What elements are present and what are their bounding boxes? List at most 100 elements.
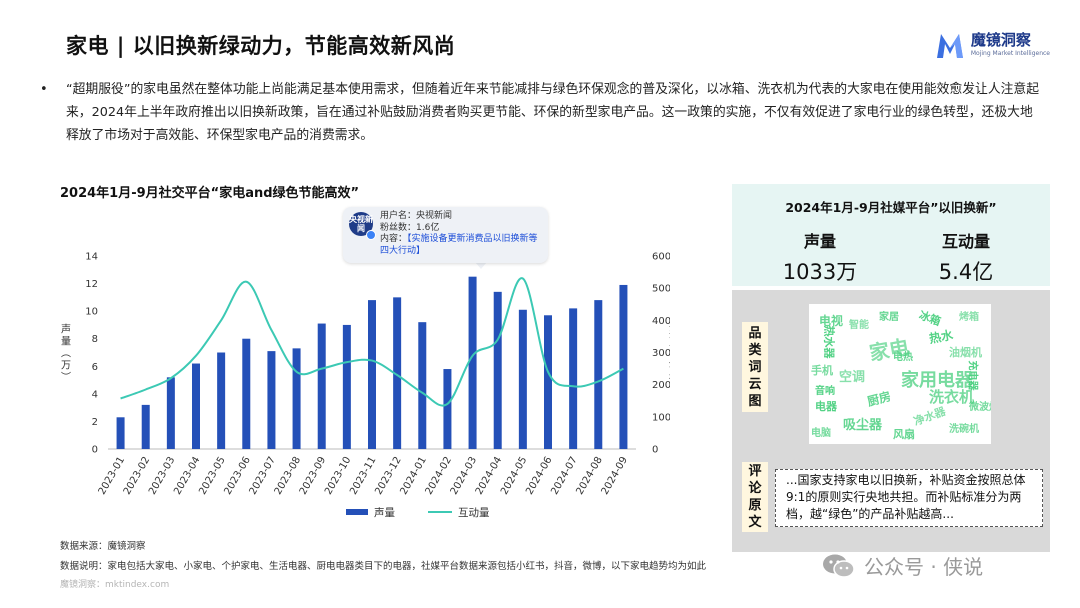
tooltip-pointer: [475, 262, 487, 269]
cloud-word: 热水器: [822, 325, 836, 359]
word-cloud-label-char: 词: [748, 359, 762, 375]
comment-label-char: 原: [748, 498, 762, 513]
y-right-axis-label: 互动量︵万︶: [669, 318, 670, 390]
y-right-tick-label: 200: [652, 380, 670, 391]
word-cloud-label-char: 品: [748, 325, 762, 341]
tooltip-content-link[interactable]: 【实施设备更新消费品以旧换新等四大行动】: [380, 234, 538, 256]
tooltip-content-label: 内容：: [380, 234, 408, 244]
watermark-text: 公众号 · 侠说: [864, 555, 984, 579]
brand-logo: 魔镜洞察 Mojing Market Intelligence: [935, 30, 1050, 60]
site-footnote: 魔镜洞察：mktindex.com: [60, 580, 170, 590]
bar: [418, 322, 427, 449]
legend-swatch-bar: [346, 509, 368, 515]
cloud-word: 音响: [815, 386, 835, 397]
bar: [141, 404, 150, 449]
page-title: 家电 | 以旧换新绿动力，节能高效新风尚: [66, 34, 456, 58]
cloud-word: 洗衣机: [929, 388, 975, 406]
post-tooltip: 央视新闻 用户名：央视新闻 粉丝数：1.6亿 内容：【实施设备更新消费品以旧换新…: [343, 207, 548, 263]
comment-label-char: 评: [748, 464, 762, 479]
bar: [619, 284, 628, 449]
stat-volume-value: 1033万: [782, 260, 858, 284]
cloud-word: 电视: [819, 314, 844, 328]
legend-label-line: 互动量: [458, 507, 490, 519]
y-right-tick-label: 600: [652, 252, 670, 263]
y-right-tick-label: 0: [652, 445, 658, 456]
cloud-word: 家居: [879, 312, 899, 323]
y-left-tick-label: 14: [85, 252, 98, 263]
y-left-tick-label: 4: [92, 389, 98, 400]
tooltip-user: 央视新闻: [416, 211, 453, 221]
summary-panel: 2024年1月-9月社媒平台”以旧换新” 声量 1033万 互动量 5.4亿: [732, 184, 1050, 286]
bar: [569, 308, 578, 449]
comment-label: 评论原文: [742, 462, 768, 532]
bar: [518, 309, 527, 449]
word-cloud-label-char: 类: [748, 342, 762, 358]
cloud-word: 吸尘器: [843, 418, 883, 433]
word-cloud-label-char: 图: [748, 393, 762, 409]
word-cloud-label: 品类词云图: [742, 322, 768, 412]
cloud-word: 家用电器: [901, 370, 973, 391]
cloud-word: 电脑: [811, 428, 831, 439]
cloud-word: 电器: [815, 400, 837, 413]
bar: [368, 300, 376, 449]
bar: [443, 369, 452, 449]
intro-bullet: •: [40, 82, 48, 97]
cloud-word: 手机: [811, 364, 833, 377]
bar: [544, 315, 552, 449]
data-note-value: 家电包括大家电、小家电、个护家电、生活电器、厨电电器类目下的电器，社媒平台数据来…: [107, 561, 707, 572]
legend-label-bar: 声量: [374, 506, 395, 519]
intro-paragraph: “超期服役”的家电虽然在整体功能上尚能满足基本使用需求，但随着近年来节能减排与绿…: [66, 82, 1040, 143]
y-left-tick-label: 0: [92, 445, 98, 456]
cloud-word: 充电器: [966, 360, 978, 391]
comment-text: ...国家支持家电以旧换新，补贴资金按照总体9:1的原则实行央地共担。而补贴标准…: [775, 469, 1043, 527]
word-cloud-label-char: 云: [748, 376, 762, 392]
combo-chart: 0246810121401002003004005006002023-01202…: [61, 252, 670, 520]
logo-m-icon: [936, 34, 963, 58]
bar: [242, 338, 251, 449]
data-note: 数据说明：家电包括大家电、小家电、个护家电、生活电器、厨电电器类目下的电器，社媒…: [60, 558, 706, 572]
y-left-tick-label: 6: [92, 362, 98, 373]
bar: [217, 352, 226, 449]
bar: [594, 300, 603, 449]
bar: [116, 417, 125, 449]
bar: [393, 297, 402, 449]
cloud-word: 电热: [893, 352, 913, 363]
cloud-word: 智能: [849, 320, 869, 331]
chart-title: 2024年1月-9月社交平台“家电and绿色节能高效”: [60, 186, 360, 201]
y-left-tick-label: 2: [92, 417, 98, 428]
bar: [192, 363, 200, 449]
data-source-label: 数据来源：: [60, 541, 108, 552]
tooltip-fans-label: 粉丝数：: [380, 222, 417, 233]
tooltip-fans: 1.6亿: [416, 222, 440, 233]
bar: [468, 276, 477, 449]
y-right-tick-label: 300: [652, 348, 670, 359]
wechat-icon: [823, 554, 855, 578]
series-line-interaction: [120, 277, 624, 407]
verified-icon: [366, 230, 376, 240]
bar: [317, 323, 326, 449]
stat-engagement-label: 互动量: [941, 232, 990, 251]
stat-volume-label: 声量: [803, 232, 836, 251]
summary-title: 2024年1月-9月社媒平台”以旧换新”: [785, 200, 997, 215]
data-source-value: 魔镜洞察: [107, 541, 146, 552]
bar: [342, 324, 351, 449]
cloud-word: 油烟机: [949, 346, 982, 359]
stat-engagement-value: 5.4亿: [938, 260, 994, 284]
cloud-word: 风扇: [893, 428, 915, 441]
stat-engagement: 互动量 5.4亿: [896, 228, 1036, 286]
cloud-word: 空调: [839, 370, 866, 385]
comment-label-char: 文: [748, 515, 762, 530]
stat-volume: 声量 1033万: [750, 228, 890, 286]
logo-subtitle: Mojing Market Intelligence: [970, 50, 1050, 57]
comment-label-char: 论: [748, 481, 762, 496]
cloud-word: 厨房: [865, 389, 893, 409]
data-source: 数据来源：魔镜洞察: [60, 538, 146, 552]
cloud-word: 烤箱: [959, 312, 979, 323]
bar: [166, 377, 175, 449]
y-right-tick-label: 400: [652, 316, 670, 327]
y-left-tick-label: 10: [85, 307, 98, 318]
data-note-label: 数据说明：: [60, 561, 108, 572]
tooltip-user-label: 用户名：: [380, 211, 417, 221]
y-right-tick-label: 100: [652, 412, 670, 423]
y-right-tick-label: 500: [652, 284, 670, 295]
